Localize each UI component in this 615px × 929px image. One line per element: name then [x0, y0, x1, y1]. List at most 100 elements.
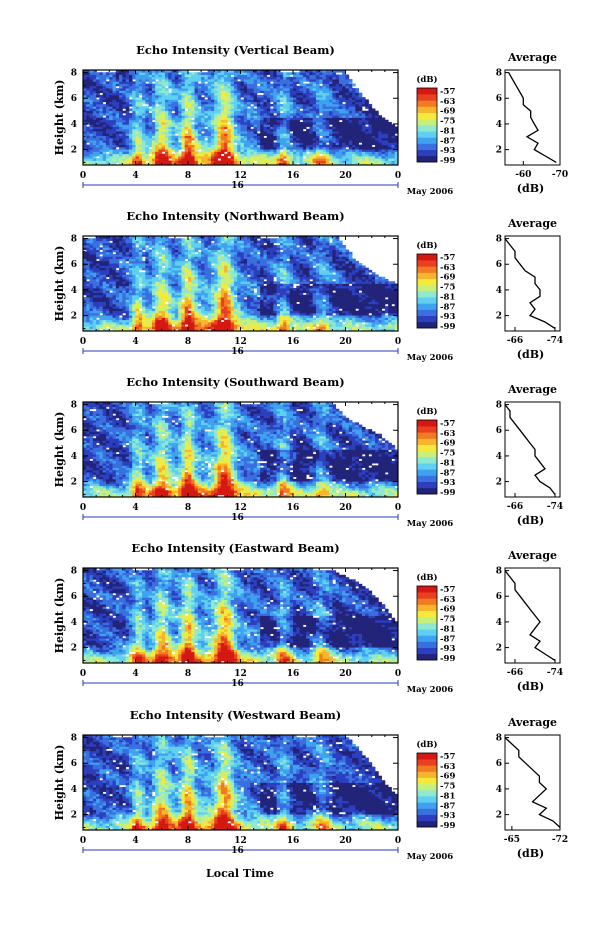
heatmap-cell [145, 243, 149, 246]
heatmap-cell [339, 113, 343, 116]
heatmap-cell [257, 88, 261, 91]
heatmap-cell [329, 160, 333, 163]
heatmap-cell [300, 136, 304, 139]
heatmap-cell [237, 113, 241, 116]
heatmap-cell [155, 277, 159, 280]
heatmap-cell [227, 136, 231, 139]
heatmap-cell [332, 88, 336, 91]
heatmap-cell [326, 113, 330, 116]
heatmap-cell [155, 243, 159, 246]
heatmap-cell [122, 149, 126, 152]
heatmap-cell [332, 149, 336, 152]
colorbar-swatch [417, 107, 437, 113]
heatmap-cell [168, 268, 172, 271]
heatmap-cell [319, 77, 323, 80]
heatmap-cell [290, 102, 294, 105]
heatmap-cell [250, 124, 254, 127]
heatmap-cell [122, 254, 126, 257]
heatmap-cell [273, 102, 277, 105]
heatmap-cell [208, 149, 212, 152]
heatmap-cell [149, 290, 153, 293]
heatmap-cell [129, 149, 133, 152]
heatmap-cell [172, 154, 176, 157]
heatmap-cell [109, 102, 113, 105]
heatmap-cell [168, 279, 172, 282]
heatmap-cell [145, 124, 149, 127]
heatmap-cell [234, 145, 238, 148]
heatmap-cell [165, 77, 169, 80]
heatmap-cell [270, 104, 274, 107]
heatmap-cell [247, 77, 251, 80]
heatmap-cell [260, 102, 264, 105]
heatmap-cell [234, 160, 238, 163]
heatmap-cell [152, 136, 156, 139]
heatmap-cell [119, 77, 123, 80]
heatmap-cell [119, 326, 123, 329]
heatmap-cell [211, 88, 215, 91]
heatmap-cell [158, 160, 162, 163]
heatmap-cell [109, 293, 113, 296]
heatmap-cell [181, 88, 185, 91]
heatmap-cell [339, 160, 343, 163]
heatmap-cell [283, 124, 287, 127]
heatmap-cells [83, 70, 398, 165]
heatmap-cell [231, 88, 235, 91]
heatmap-cell [119, 243, 123, 246]
heatmap-cell [109, 302, 113, 305]
heatmap-cell [113, 243, 117, 246]
heatmap-cell [296, 77, 300, 80]
heatmap-cell [286, 88, 290, 91]
heatmap-cell [113, 315, 117, 318]
heatmap-cell [185, 88, 189, 91]
heatmap-cell [368, 136, 372, 139]
heatmap-cell [158, 315, 162, 318]
heatmap-cell [99, 302, 103, 305]
heatmap-cell [116, 88, 120, 91]
heatmap-cell [257, 86, 261, 89]
heatmap-cell [149, 156, 153, 159]
heatmap-cells [83, 236, 398, 331]
heatmap-cell [313, 160, 317, 163]
heatmap-cell [365, 149, 369, 152]
heatmap-cell [158, 113, 162, 116]
heatmap-cell [122, 160, 126, 163]
heatmap-cell [323, 160, 327, 163]
heatmap-cell [126, 263, 130, 266]
heatmap-cell [191, 136, 195, 139]
heatmap-cell [142, 106, 146, 109]
heatmap-cell [129, 99, 133, 102]
heatmap-cell [224, 102, 228, 105]
heatmap-cell [378, 115, 382, 118]
heatmap-cell [195, 124, 199, 127]
heatmap-cell [198, 102, 202, 105]
heatmap-cell [231, 102, 235, 105]
heatmap-cell [191, 124, 195, 127]
heatmap-cell [339, 124, 343, 127]
heatmap-cell [352, 88, 356, 91]
heatmap-cell [139, 136, 143, 139]
heatmap-cell [185, 111, 189, 114]
heatmap-cell [306, 113, 310, 116]
heatmap-cell [99, 243, 103, 246]
heatmap-cell [172, 326, 176, 329]
heatmap-cell [198, 151, 202, 154]
heatmap-cell [155, 102, 159, 105]
heatmap-cell [93, 302, 97, 305]
heatmap-cell [342, 136, 346, 139]
heatmap-cell [168, 149, 172, 152]
heatmap-cell [132, 315, 136, 318]
heatmap-cell [296, 88, 300, 91]
heatmap-cell [191, 113, 195, 116]
heatmap-cell [303, 131, 307, 134]
heatmap-cell [158, 290, 162, 293]
heatmap-cell [241, 136, 245, 139]
heatmap-cell [142, 88, 146, 91]
heatmap-cell [129, 279, 133, 282]
heatmap-cell [152, 290, 156, 293]
heatmap-cell [234, 88, 238, 91]
heatmap-cell [303, 102, 307, 105]
heatmap-cell [93, 136, 97, 139]
heatmap-cell [247, 113, 251, 116]
heatmap-cell [326, 102, 330, 105]
heatmap-cell [273, 124, 277, 127]
